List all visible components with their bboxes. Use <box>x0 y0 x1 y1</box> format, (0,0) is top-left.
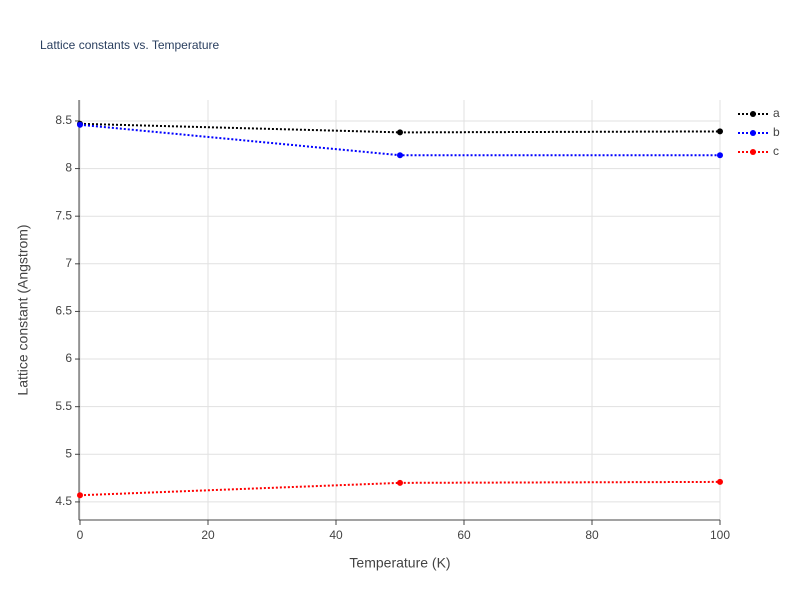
series-line <box>79 123 720 157</box>
x-axis-title: Temperature (K) <box>349 555 450 571</box>
y-tick-label: 5.5 <box>55 399 72 413</box>
marker <box>77 492 83 499</box>
legend-label: c <box>773 144 779 158</box>
x-tick-label: 60 <box>457 528 471 542</box>
marker <box>397 129 403 136</box>
x-tick-label: 20 <box>201 528 215 542</box>
legend-label: b <box>773 125 780 139</box>
marker <box>717 478 723 485</box>
y-tick-label: 8.5 <box>55 113 72 127</box>
x-tick-label: 0 <box>77 528 84 542</box>
x-tick-label: 40 <box>329 528 343 542</box>
legend-marker <box>750 111 756 117</box>
x-tick-label: 100 <box>710 528 730 542</box>
marker <box>717 128 723 135</box>
marker <box>397 479 403 486</box>
legend-marker <box>750 149 756 155</box>
y-tick-label: 6.5 <box>55 304 72 318</box>
y-tick-label: 8 <box>65 161 72 175</box>
legend-marker <box>750 130 756 136</box>
marker <box>717 152 723 159</box>
y-tick-label: 7.5 <box>55 208 72 222</box>
marker <box>77 121 83 128</box>
chart-title: Lattice constants vs. Temperature <box>40 38 220 52</box>
y-tick-label: 4.5 <box>55 494 72 508</box>
y-tick-label: 6 <box>65 351 72 365</box>
legend-label: a <box>773 106 780 120</box>
marker <box>397 152 403 159</box>
y-tick-label: 7 <box>65 256 72 270</box>
x-tick-label: 80 <box>585 528 599 542</box>
y-axis-title: Lattice constant (Angstrom) <box>15 224 31 395</box>
y-tick-label: 5 <box>65 446 72 460</box>
